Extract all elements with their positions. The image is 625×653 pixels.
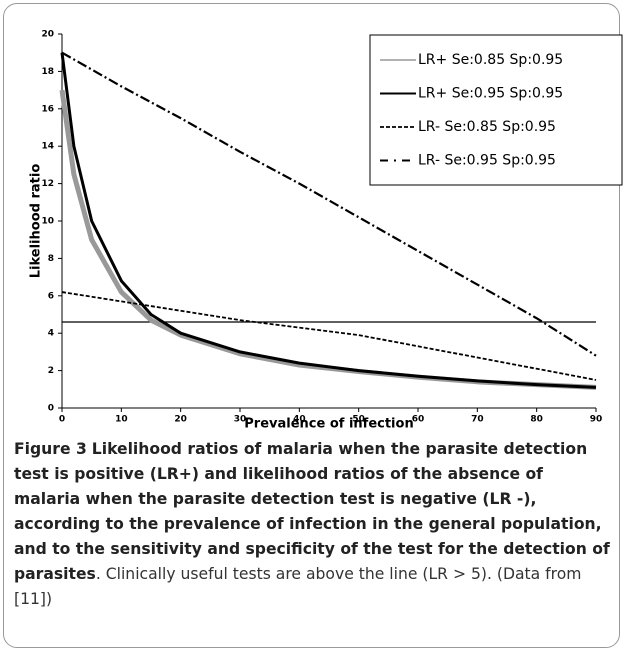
y-tick-label: 10 bbox=[41, 217, 54, 227]
x-tick-label: 40 bbox=[293, 415, 306, 425]
legend-label: LR+ Se:0.85 Sp:0.95 bbox=[418, 52, 563, 68]
y-tick-label: 4 bbox=[48, 329, 54, 339]
x-tick-label: 10 bbox=[115, 415, 128, 425]
legend-label: LR- Se:0.95 Sp:0.95 bbox=[418, 153, 556, 169]
x-tick-label: 30 bbox=[234, 415, 247, 425]
legend-label: LR- Se:0.85 Sp:0.95 bbox=[418, 119, 556, 135]
series-line bbox=[61, 291, 597, 381]
y-tick-label: 16 bbox=[41, 104, 54, 114]
x-tick-label: 70 bbox=[471, 415, 484, 425]
x-axis-label: Prevalence of infection bbox=[244, 417, 413, 431]
figure-label: Figure 3 bbox=[14, 440, 87, 458]
y-tick-label: 6 bbox=[48, 291, 54, 301]
x-tick-label: 0 bbox=[59, 415, 65, 425]
x-tick-label: 60 bbox=[412, 415, 425, 425]
series-line bbox=[60, 52, 597, 389]
y-tick-label: 8 bbox=[48, 254, 54, 264]
x-tick-label: 80 bbox=[530, 415, 543, 425]
figure-frame bbox=[3, 3, 620, 648]
y-tick-label: 14 bbox=[41, 142, 54, 152]
y-tick-label: 20 bbox=[41, 30, 54, 40]
figure-text: . Clinically useful tests are above the … bbox=[14, 565, 582, 608]
y-axis-label: Likelihood ratio bbox=[29, 164, 44, 279]
y-tick-label: 18 bbox=[41, 67, 54, 77]
y-tick-label: 12 bbox=[41, 179, 54, 189]
x-tick-label: 20 bbox=[174, 415, 187, 425]
series-line bbox=[61, 51, 597, 357]
legend-label: LR+ Se:0.95 Sp:0.95 bbox=[418, 86, 563, 102]
y-tick-label: 0 bbox=[48, 404, 54, 414]
chart: Prevalence of infection Likelihood ratio… bbox=[29, 30, 623, 431]
x-tick-label: 90 bbox=[590, 415, 603, 425]
figure-title: Likelihood ratios of malaria when the pa… bbox=[14, 440, 610, 583]
y-tick-label: 2 bbox=[48, 366, 54, 376]
caption: Figure 3 Likelihood ratios of malaria wh… bbox=[14, 437, 614, 612]
x-tick-label: 50 bbox=[352, 415, 365, 425]
